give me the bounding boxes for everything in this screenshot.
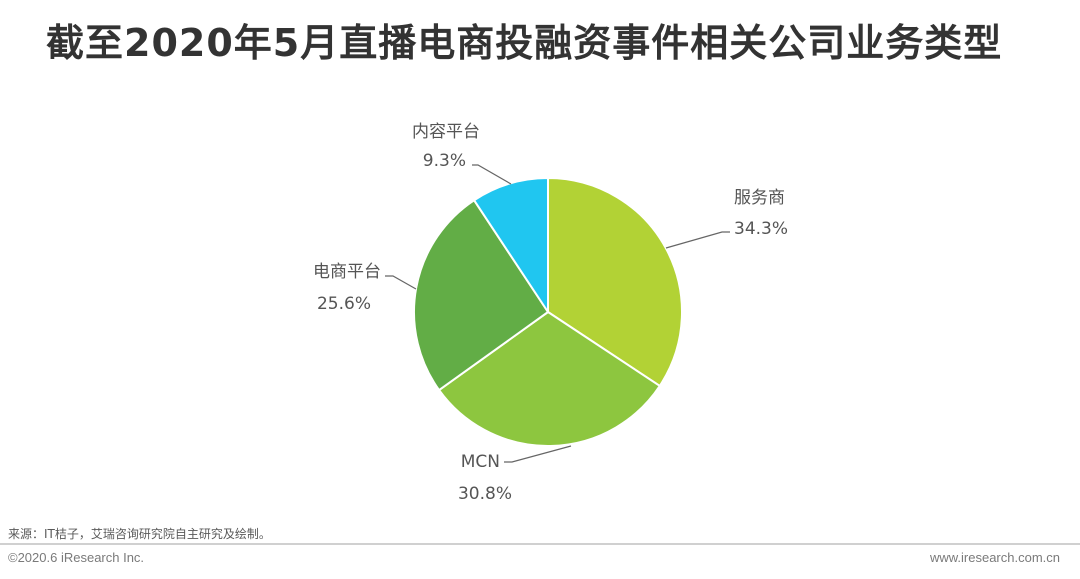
slice-value-label: 25.6%	[317, 294, 371, 314]
footer-divider	[0, 543, 1080, 545]
slice-name-label: 服务商	[734, 188, 785, 208]
leader-line-1	[665, 231, 730, 249]
leader-line-4	[472, 164, 512, 185]
slice-name-label: 电商平台	[313, 262, 381, 282]
slice-value-label: 30.8%	[458, 484, 512, 504]
leader-line-2	[504, 445, 572, 463]
copyright-text: ©2020.6 iResearch Inc.	[8, 550, 145, 565]
slice-name-label: MCN	[461, 452, 500, 472]
slice-value-label: 34.3%	[734, 219, 788, 239]
source-note: 来源：IT桔子，艾瑞咨询研究院自主研究及绘制。	[8, 527, 271, 541]
pie-slice-3	[413, 199, 549, 392]
chart-title: 截至2020年5月直播电商投融资事件相关公司业务类型	[46, 21, 1003, 65]
pie-slice-2	[438, 311, 661, 447]
leader-line-3	[385, 275, 417, 290]
slice-name-label: 内容平台	[412, 122, 480, 142]
slice-value-label: 9.3%	[423, 151, 466, 171]
website-link[interactable]: www.iresearch.com.cn	[929, 550, 1060, 565]
